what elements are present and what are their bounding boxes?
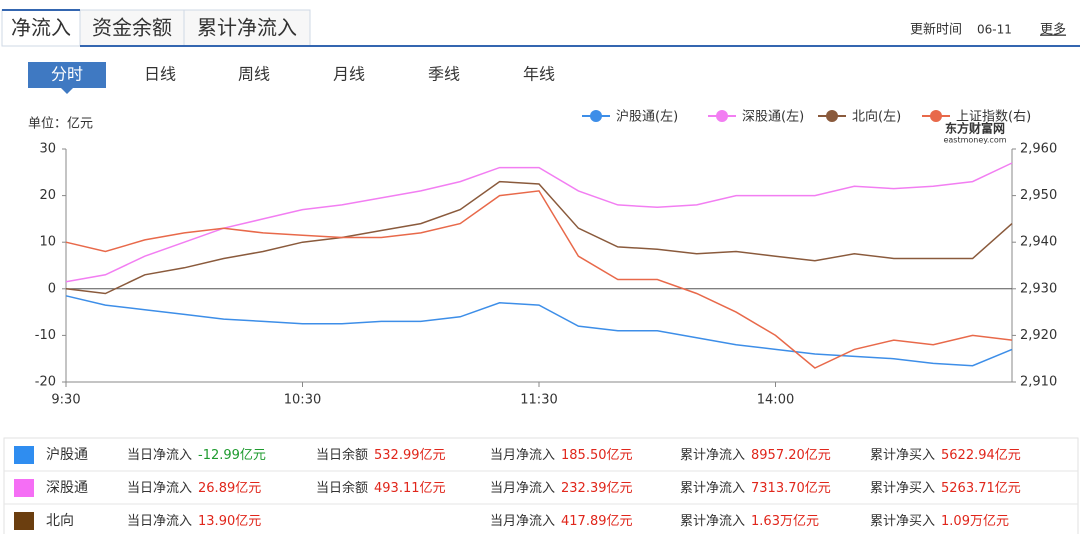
tab-label: 资金余额 — [92, 16, 172, 40]
legend-dot — [716, 110, 728, 122]
legend-label[interactable]: 北向(左) — [852, 109, 901, 125]
cell-value: 493.11亿元 — [374, 481, 446, 496]
cell-label: 累计净买入 — [870, 514, 935, 529]
x-tick-label: 9:30 — [51, 393, 80, 408]
period-tab[interactable]: 分时 — [51, 65, 83, 84]
cell-value: 1.09万亿元 — [941, 514, 1009, 529]
tab-label: 净流入 — [11, 16, 71, 40]
table-cell: 累计净流入 8957.20亿元 — [680, 448, 831, 463]
cell-label: 当月净流入 — [490, 481, 555, 496]
y2-tick-label: 2,910 — [1020, 375, 1057, 390]
period-tab[interactable]: 季线 — [428, 65, 460, 84]
series-line — [65, 295, 1013, 367]
y-tick-label: -10 — [35, 328, 56, 343]
row-swatch — [14, 512, 34, 530]
cell-value: 5622.94亿元 — [941, 448, 1021, 463]
cell-label: 累计净流入 — [680, 481, 745, 496]
cell-value: 185.50亿元 — [561, 448, 633, 463]
period-tab[interactable]: 月线 — [333, 65, 365, 84]
cell-value: 1.63万亿元 — [751, 514, 819, 529]
period-tab[interactable]: 日线 — [144, 65, 176, 84]
legend-dot — [590, 110, 602, 122]
table-cell: 当月净流入 417.89亿元 — [490, 514, 633, 529]
table-cell: 当月净流入 185.50亿元 — [490, 448, 633, 463]
table-cell: 累计净买入 5622.94亿元 — [870, 448, 1021, 463]
series-line — [65, 180, 1013, 295]
legend-label[interactable]: 上证指数(右) — [956, 110, 1031, 125]
row-swatch — [14, 446, 34, 464]
period-active — [28, 62, 106, 88]
y-tick-label: 0 — [48, 281, 56, 296]
y-tick-label: 20 — [39, 188, 56, 203]
cell-label: 当月净流入 — [490, 514, 555, 529]
cell-value: -12.99亿元 — [198, 448, 266, 463]
tab[interactable] — [1, 9, 81, 47]
series-line — [65, 190, 1013, 369]
x-tick-label: 14:00 — [757, 393, 794, 408]
cell-value: 417.89亿元 — [561, 514, 633, 529]
table-cell: 当日净流入 -12.99亿元 — [127, 448, 266, 463]
y2-tick-label: 2,920 — [1020, 328, 1057, 343]
table-cell: 累计净流入 7313.70亿元 — [680, 481, 831, 496]
table-cell: 累计净买入 1.09万亿元 — [870, 514, 1009, 529]
update-date: 06-11 — [977, 23, 1012, 37]
y-tick-label: -20 — [35, 375, 56, 390]
tab-label: 累计净流入 — [197, 16, 297, 40]
y2-tick-label: 2,960 — [1020, 142, 1057, 157]
x-tick-label: 11:30 — [520, 393, 557, 408]
table-cell: 当日余额 493.11亿元 — [316, 480, 446, 496]
legend-label[interactable]: 深股通(左) — [742, 110, 804, 125]
cell-value: 7313.70亿元 — [751, 481, 831, 496]
cell-label: 当日净流入 — [127, 514, 192, 529]
period-tab[interactable]: 年线 — [523, 65, 555, 84]
period-tab[interactable]: 周线 — [238, 65, 270, 84]
watermark: eastmoney.com — [943, 136, 1006, 145]
watermark: 东方财富网 — [945, 121, 1005, 136]
period-pointer — [61, 88, 73, 94]
cell-value: 26.89亿元 — [198, 481, 261, 496]
table-cell: 当日净流入 26.89亿元 — [127, 481, 261, 496]
row-name: 北向 — [46, 513, 74, 529]
cell-value: 532.99亿元 — [374, 448, 446, 463]
cell-label: 当日余额 — [316, 447, 368, 463]
series-line — [65, 162, 1013, 283]
y2-tick-label: 2,940 — [1020, 235, 1057, 250]
cell-label: 当日净流入 — [127, 448, 192, 463]
cell-value: 232.39亿元 — [561, 481, 633, 496]
cell-label: 当日净流入 — [127, 481, 192, 496]
legend-dot — [930, 110, 942, 122]
cell-value: 5263.71亿元 — [941, 481, 1021, 496]
cell-label: 当日余额 — [316, 480, 368, 496]
tab[interactable] — [183, 9, 311, 47]
row-name: 沪股通 — [46, 447, 88, 463]
cell-label: 当月净流入 — [490, 448, 555, 463]
cell-label: 累计净流入 — [680, 448, 745, 463]
row-name: 深股通 — [46, 480, 88, 496]
table-cell: 累计净流入 1.63万亿元 — [680, 514, 819, 529]
table-cell: 当月净流入 232.39亿元 — [490, 481, 633, 496]
unit-label: 单位：亿元 — [28, 117, 93, 132]
table-cell: 累计净买入 5263.71亿元 — [870, 481, 1021, 496]
row-swatch — [14, 479, 34, 497]
cell-value: 8957.20亿元 — [751, 448, 831, 463]
legend-label[interactable]: 沪股通(左) — [616, 109, 678, 125]
x-tick-label: 10:30 — [284, 393, 321, 408]
cell-label: 累计净流入 — [680, 514, 745, 529]
y-tick-label: 30 — [39, 142, 56, 157]
y2-tick-label: 2,930 — [1020, 281, 1057, 296]
more-link[interactable]: 更多 — [1040, 22, 1066, 38]
cell-label: 累计净买入 — [870, 481, 935, 496]
y-tick-label: 10 — [39, 235, 56, 250]
cell-label: 累计净买入 — [870, 448, 935, 463]
update-label: 更新时间 — [910, 22, 962, 38]
table-cell: 当日净流入 13.90亿元 — [127, 514, 261, 529]
cell-value: 13.90亿元 — [198, 514, 261, 529]
tab[interactable] — [79, 9, 185, 47]
table-cell: 当日余额 532.99亿元 — [316, 447, 446, 463]
y2-tick-label: 2,950 — [1020, 188, 1057, 203]
table-frame — [3, 437, 1079, 538]
legend-dot — [826, 110, 838, 122]
